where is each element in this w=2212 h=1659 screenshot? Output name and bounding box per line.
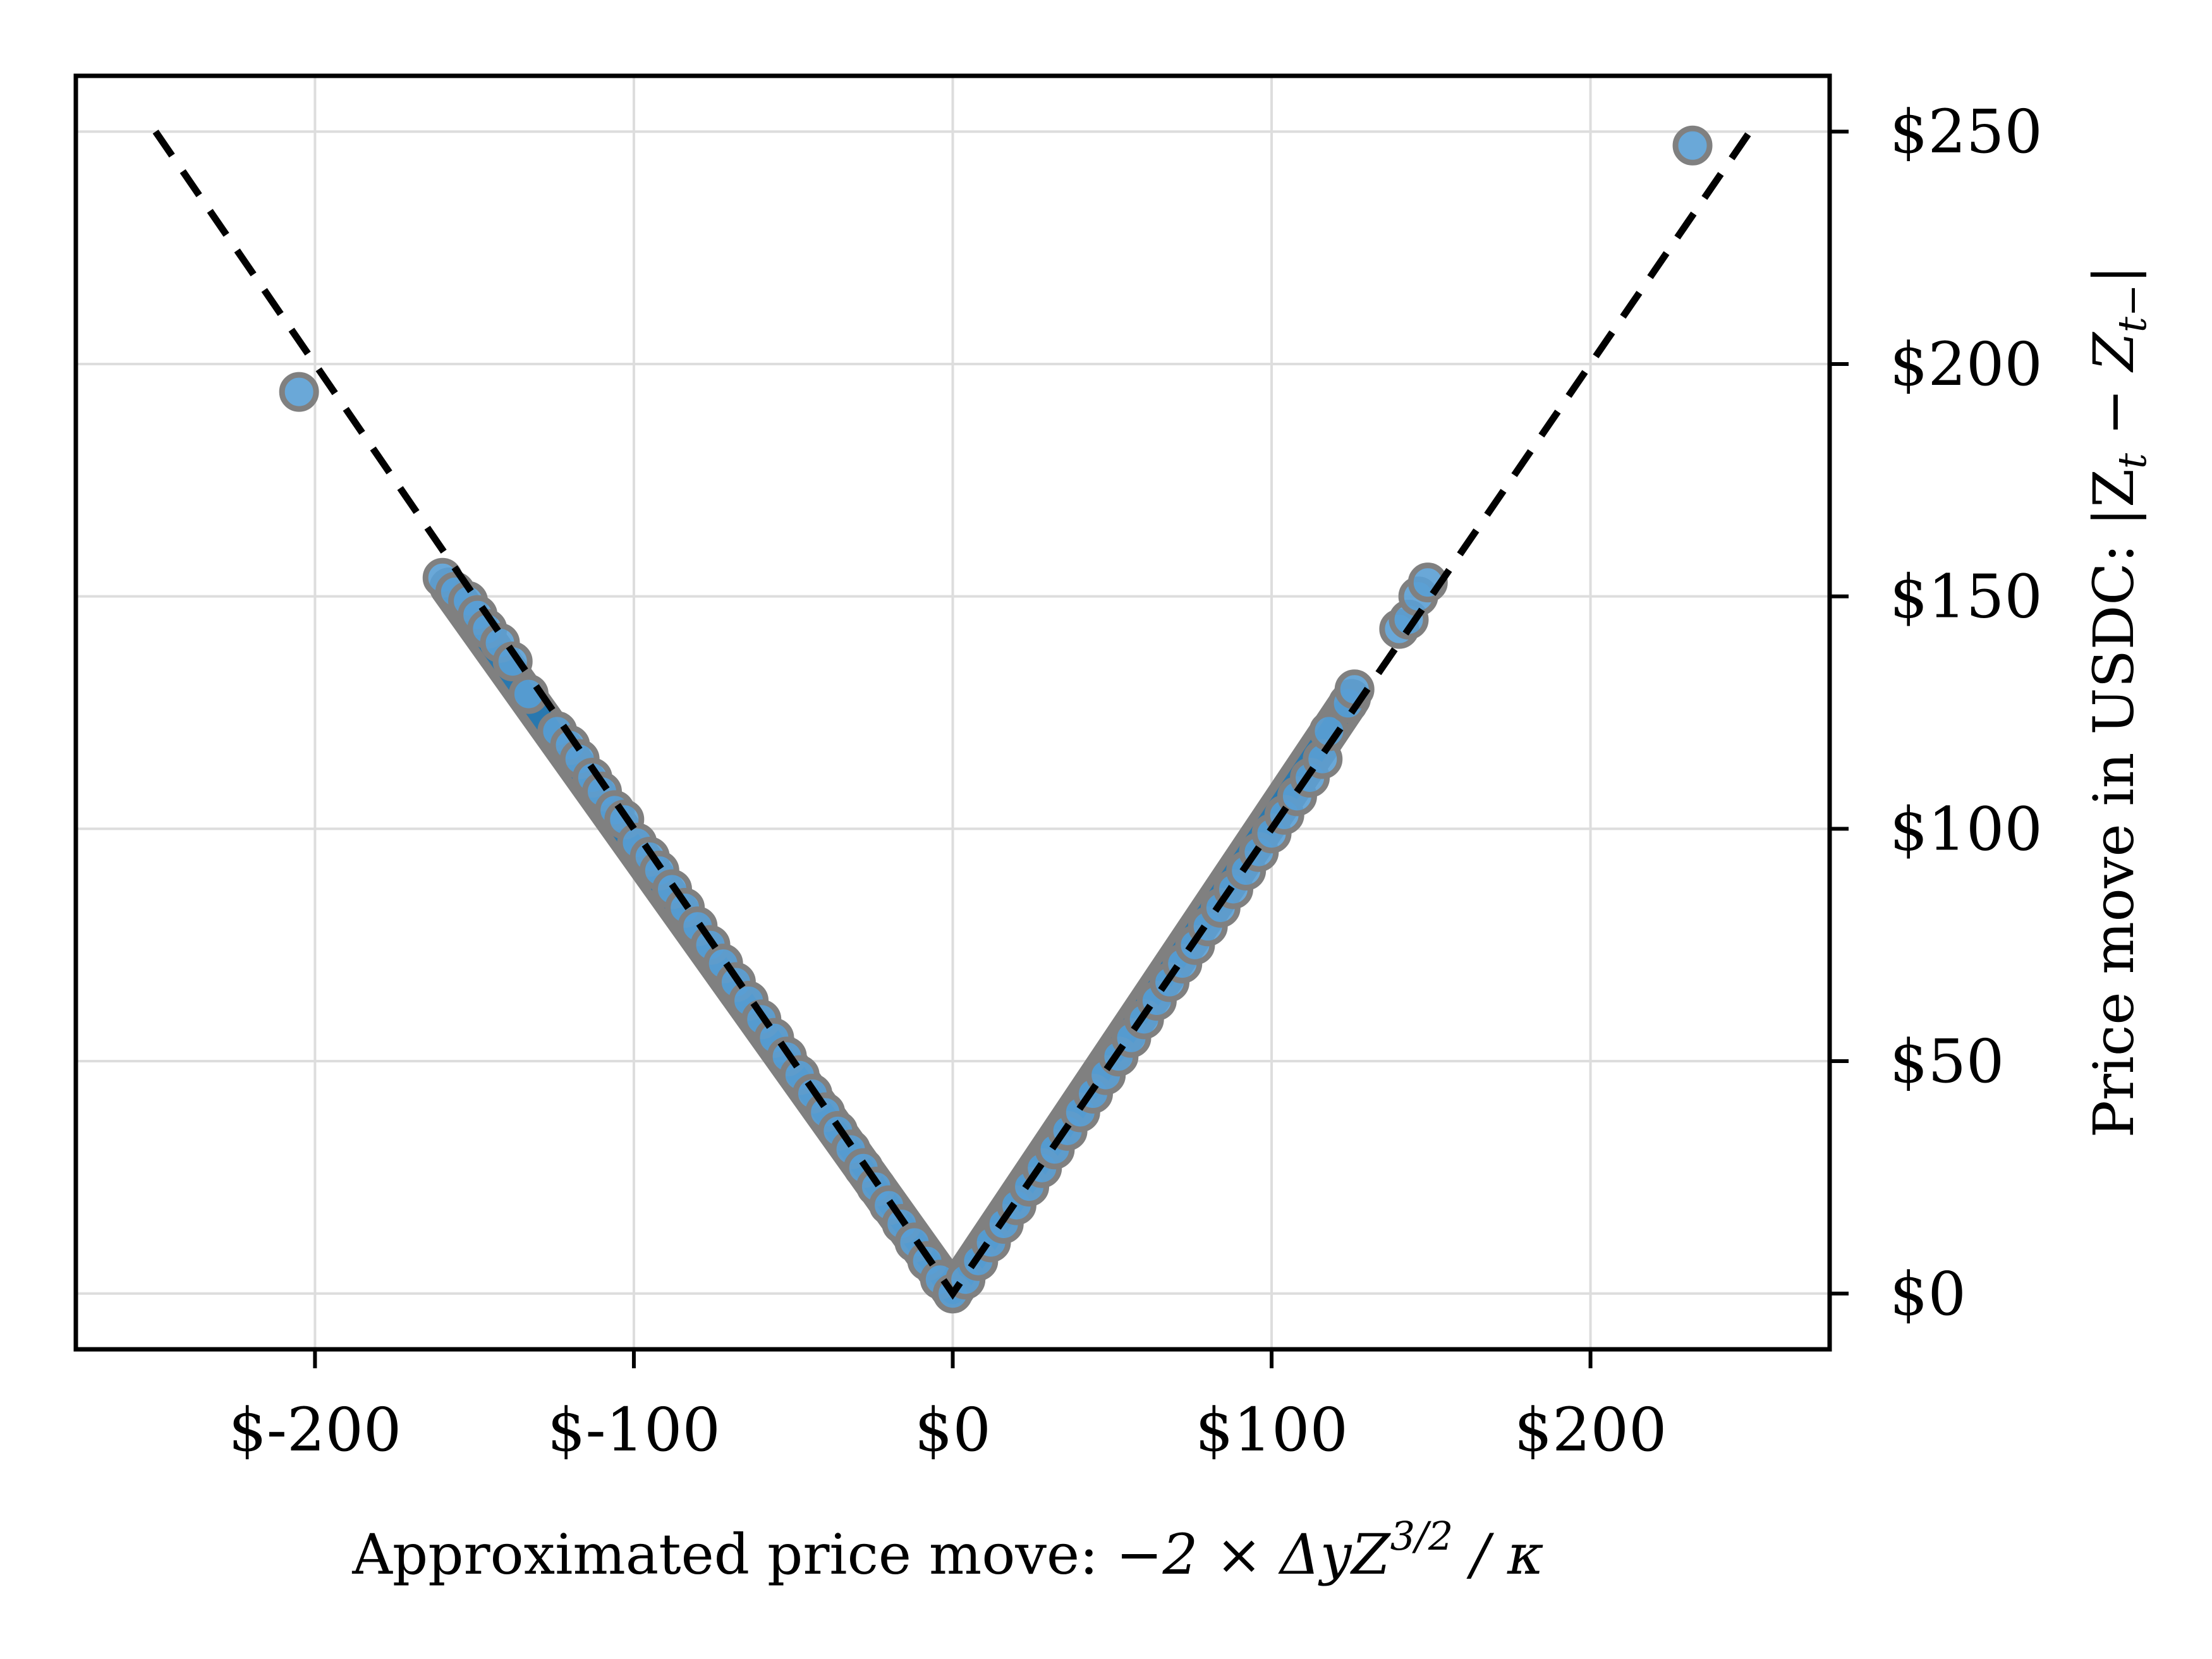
data-points	[279, 125, 1713, 1314]
y-tick-label: $50	[1890, 1027, 2004, 1097]
y-tick-label: $200	[1890, 330, 2043, 399]
x-axis-label: Approximated price move: −2 × ΔyZ3/2 / κ	[351, 1513, 1543, 1587]
y-tick-label: $250	[1890, 97, 2043, 167]
x-tick-label: $-100	[547, 1395, 720, 1465]
y-axis-label-sub2: t−	[2109, 284, 2155, 332]
y-axis-ticks: $0 $50 $100 $150 $200 $250	[1830, 97, 2043, 1329]
y-tick-label: $100	[1890, 794, 2043, 864]
x-axis-label-prefix: Approximated price move:	[351, 1522, 1115, 1587]
reference-line	[152, 130, 1753, 1300]
x-axis-label-exponent: 3/2	[1390, 1513, 1454, 1559]
grid-lines	[76, 76, 1830, 1349]
reference-line-layer	[152, 130, 1753, 1300]
y-axis-label-sub1: t	[2109, 453, 2155, 469]
y-axis-label-prefix: Price move in USDC: |Z	[2081, 469, 2146, 1138]
x-axis-ticks: $-200 $-100 $0 $100 $200	[228, 1349, 1667, 1465]
y-axis-label: Price move in USDC: |Zt − Zt−|	[2081, 265, 2155, 1138]
x-tick-label: $100	[1195, 1395, 1348, 1465]
x-axis-label-formula: −2 × ΔyZ	[1116, 1522, 1392, 1587]
x-tick-label: $200	[1514, 1395, 1667, 1465]
y-axis-label-mid: − Z	[2081, 331, 2146, 453]
data-point	[279, 372, 319, 412]
data-point	[1672, 125, 1713, 166]
x-tick-label: $-200	[228, 1395, 401, 1465]
x-tick-label: $0	[915, 1395, 991, 1465]
y-tick-label: $150	[1890, 562, 2043, 632]
y-axis-label-suffix: |	[2081, 265, 2146, 284]
x-axis-label-suffix: / κ	[1453, 1522, 1543, 1587]
y-tick-label: $0	[1890, 1260, 1966, 1329]
